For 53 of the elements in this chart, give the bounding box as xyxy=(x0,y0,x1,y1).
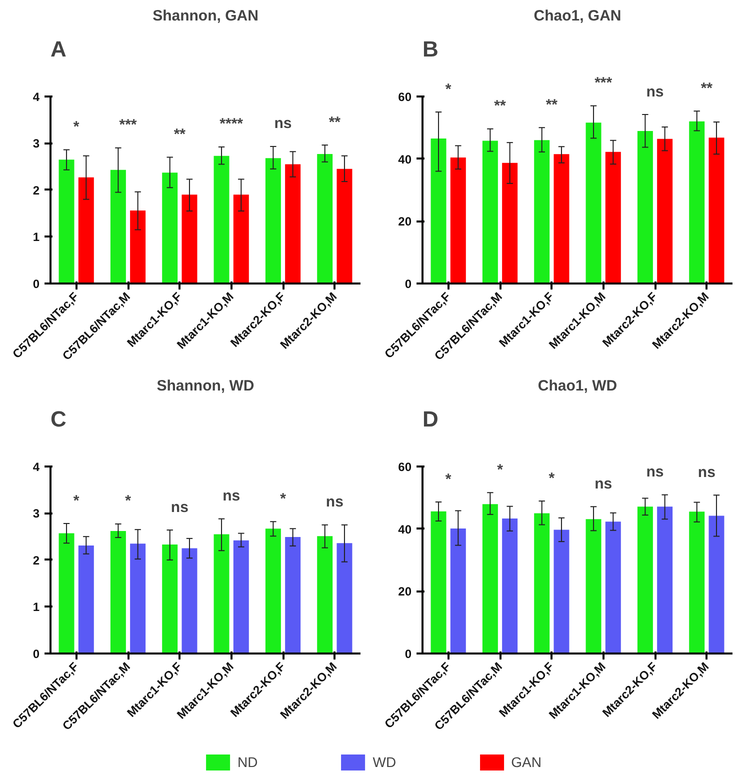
chart-title: Chao1, GAN xyxy=(534,8,622,24)
annotation: ns xyxy=(222,488,240,505)
legend-label: WD xyxy=(372,754,396,770)
y-tick-label: 0 xyxy=(404,647,412,661)
chart-title: Chao1, WD xyxy=(538,378,618,394)
annotation: ns xyxy=(698,464,716,481)
y-tick-label: 3 xyxy=(32,506,40,521)
annotation: ns xyxy=(326,494,344,511)
annotation: * xyxy=(73,492,80,510)
chart-title: Shannon, WD xyxy=(156,378,254,394)
text: D xyxy=(422,406,438,432)
y-tick-label: 4 xyxy=(32,90,40,104)
annotation: * xyxy=(73,118,80,136)
text: A xyxy=(50,36,66,62)
legend-label: GAN xyxy=(511,754,542,770)
y-tick-label: 3 xyxy=(32,136,40,151)
text: C xyxy=(50,406,66,432)
annotation: ns xyxy=(646,83,664,100)
annotation: * xyxy=(548,470,555,487)
annotation: * xyxy=(125,492,132,510)
annotation: * xyxy=(445,80,452,98)
annotation: * xyxy=(497,461,504,478)
y-tick-label: 2 xyxy=(32,183,40,198)
annotation: **** xyxy=(220,116,244,133)
annotation: ns xyxy=(170,498,188,516)
y-tick-label: 0 xyxy=(32,277,40,291)
y-tick-label: 20 xyxy=(398,214,412,229)
annotation: ns xyxy=(274,115,292,132)
annotation: ** xyxy=(328,114,341,131)
y-tick-label: 40 xyxy=(398,522,412,536)
y-tick-label: 2 xyxy=(32,553,40,568)
annotation: ns xyxy=(594,475,612,492)
y-tick-label: 0 xyxy=(404,277,412,291)
annotation: ** xyxy=(700,80,713,97)
y-tick-label: 1 xyxy=(32,230,40,244)
chart-title: Shannon, GAN xyxy=(152,8,258,24)
y-tick-label: 40 xyxy=(398,152,412,166)
annotation: *** xyxy=(119,116,137,134)
annotation: ** xyxy=(174,126,186,144)
y-tick-label: 4 xyxy=(32,460,40,474)
legend-label: ND xyxy=(238,754,258,770)
text: B xyxy=(422,36,438,62)
y-tick-label: 60 xyxy=(398,460,412,474)
annotation: * xyxy=(280,490,286,508)
annotation: * xyxy=(445,470,452,488)
y-tick-label: 20 xyxy=(398,584,412,599)
annotation: ** xyxy=(546,96,558,114)
y-tick-label: 0 xyxy=(32,647,40,661)
text: *** xyxy=(594,74,612,92)
y-tick-label: 1 xyxy=(32,600,40,614)
y-tick-label: 60 xyxy=(398,90,412,104)
annotation: ns xyxy=(646,464,664,481)
annotation: ** xyxy=(494,98,506,115)
